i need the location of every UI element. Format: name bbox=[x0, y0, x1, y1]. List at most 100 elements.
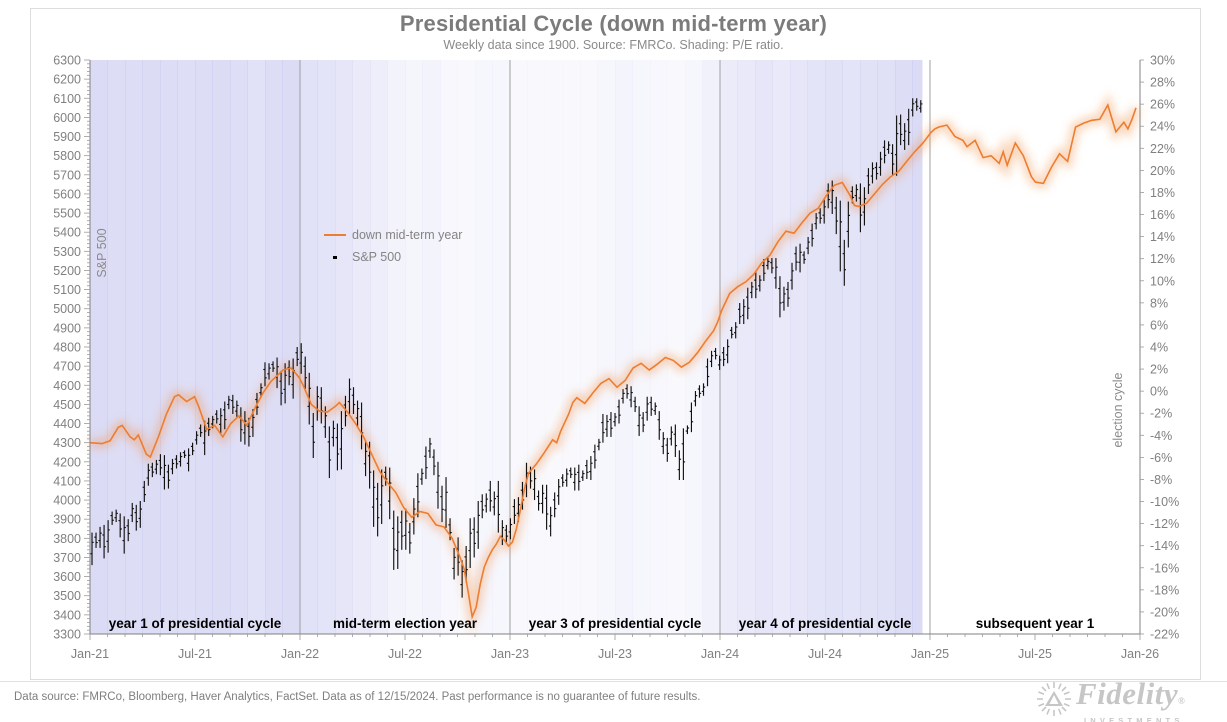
chart-subtitle: Weekly data since 1900. Source: FMRCo. S… bbox=[443, 38, 784, 52]
left-axis-title: S&P 500 bbox=[95, 228, 109, 277]
left-axis-tick-label: 5000 bbox=[53, 302, 81, 316]
left-axis-tick-label: 4600 bbox=[53, 379, 81, 393]
right-axis-tick-label: 4% bbox=[1150, 341, 1168, 355]
left-axis-tick-label: 6000 bbox=[53, 111, 81, 125]
right-axis-tick-label: -8% bbox=[1150, 473, 1172, 487]
right-axis-tick-label: -4% bbox=[1150, 429, 1172, 443]
left-axis-tick-label: 5500 bbox=[53, 207, 81, 221]
right-axis-tick-label: 24% bbox=[1150, 120, 1175, 134]
legend: down mid-term year S&P 500 bbox=[324, 224, 462, 268]
fidelity-investments-label: INVESTMENTS bbox=[1084, 716, 1184, 722]
right-axis-tick-label: 8% bbox=[1150, 296, 1168, 310]
phase-labels: year 1 of presidential cycle mid-term ele… bbox=[109, 616, 1095, 631]
right-axis-tick-label: -16% bbox=[1150, 561, 1179, 575]
left-axis-tick-label: 4500 bbox=[53, 398, 81, 412]
right-axis-tick-label: 20% bbox=[1150, 164, 1175, 178]
right-axis-tick-label: -22% bbox=[1150, 628, 1179, 642]
right-axis-tick-label: -10% bbox=[1150, 495, 1179, 509]
left-axis-tick-label: 3700 bbox=[53, 551, 81, 565]
left-axis-tick-label: 4400 bbox=[53, 417, 81, 431]
right-axis-tick-label: -18% bbox=[1150, 583, 1179, 597]
right-axis-tick-label: 14% bbox=[1150, 230, 1175, 244]
left-axis-tick-label: 4700 bbox=[53, 360, 81, 374]
right-axis-tick-label: -14% bbox=[1150, 539, 1179, 553]
left-axis-tick-label: 5800 bbox=[53, 149, 81, 163]
x-axis-ticks: Jan-21 Jul-21 Jan-22 Jul-22 Jan-23 Jul-23 Jan-… bbox=[71, 634, 1159, 661]
right-axis-tick-label: 0% bbox=[1150, 385, 1168, 399]
left-axis-tick-label: 5100 bbox=[53, 283, 81, 297]
left-axis-tick-label: 3400 bbox=[53, 608, 81, 622]
left-axis-tick-label: 5300 bbox=[53, 245, 81, 259]
fidelity-wordmark: Fidelity® bbox=[1076, 676, 1186, 711]
down-mid-term-year-line bbox=[89, 102, 1137, 620]
left-axis-tick-label: 3900 bbox=[53, 513, 81, 527]
left-axis-tick-label: 5600 bbox=[53, 187, 81, 201]
right-axis-tick-label: 28% bbox=[1150, 76, 1175, 90]
legend-line-swatch bbox=[324, 234, 346, 236]
phase-label: subsequent year 1 bbox=[976, 616, 1095, 631]
x-axis-tick-label: Jul-22 bbox=[388, 647, 422, 661]
legend-dot-swatch bbox=[333, 255, 337, 259]
phase-label: year 1 of presidential cycle bbox=[109, 616, 282, 631]
left-axis-tick-label: 4000 bbox=[53, 494, 81, 508]
x-axis-tick-label: Jan-22 bbox=[281, 647, 319, 661]
x-axis-tick-label: Jul-24 bbox=[808, 647, 842, 661]
right-axis-tick-label: 10% bbox=[1150, 274, 1175, 288]
right-axis-tick-label: 30% bbox=[1150, 54, 1175, 68]
axis-titles: S&P 500 election cycle bbox=[95, 228, 1125, 447]
phase-label: year 3 of presidential cycle bbox=[529, 616, 702, 631]
x-axis-tick-label: Jan-24 bbox=[701, 647, 739, 661]
left-axis-tick-label: 3500 bbox=[53, 589, 81, 603]
x-axis-tick-label: Jan-21 bbox=[71, 647, 109, 661]
x-axis-tick-label: Jan-23 bbox=[491, 647, 529, 661]
left-axis-tick-label: 5700 bbox=[53, 168, 81, 182]
phase-label: year 4 of presidential cycle bbox=[739, 616, 912, 631]
left-axis-tick-label: 4300 bbox=[53, 436, 81, 450]
left-axis-tick-label: 3300 bbox=[53, 628, 81, 642]
legend-item-down-mid-term-year: down mid-term year bbox=[324, 224, 462, 246]
left-axis-tick-label: 5200 bbox=[53, 264, 81, 278]
registered-mark: ® bbox=[1178, 696, 1186, 706]
right-axis-tick-label: 18% bbox=[1150, 186, 1175, 200]
legend-dot-label: S&P 500 bbox=[352, 250, 402, 264]
phase-label: mid-term election year bbox=[333, 616, 478, 631]
left-axis-tick-label: 4200 bbox=[53, 455, 81, 469]
right-axis-ticks: -22% -20% -18% -16% -14% -12% -10% -8% -6% -4% -2%… bbox=[1140, 54, 1179, 642]
left-axis-tick-label: 6200 bbox=[53, 73, 81, 87]
left-axis-tick-label: 5400 bbox=[53, 226, 81, 240]
footer-divider bbox=[0, 681, 1227, 682]
right-axis-tick-label: 2% bbox=[1150, 363, 1168, 377]
left-axis-ticks: 3300 3400 3500 3600 3700 3800 3900 4000 4100 4200… bbox=[53, 54, 90, 642]
chart-title: Presidential Cycle (down mid-term year) bbox=[399, 11, 828, 36]
right-axis-tick-label: 16% bbox=[1150, 208, 1175, 222]
legend-item-sp500: S&P 500 bbox=[324, 246, 462, 268]
left-axis-tick-label: 4100 bbox=[53, 474, 81, 488]
left-axis-tick-label: 6100 bbox=[53, 92, 81, 106]
right-axis-title: election cycle bbox=[1111, 372, 1125, 447]
x-axis-tick-label: Jan-25 bbox=[911, 647, 949, 661]
right-axis-tick-label: -2% bbox=[1150, 407, 1172, 421]
right-axis-tick-label: 26% bbox=[1150, 98, 1175, 112]
right-axis-tick-label: 12% bbox=[1150, 252, 1175, 266]
disclaimer-text: Data source: FMRCo, Bloomberg, Haver Ana… bbox=[14, 691, 701, 703]
legend-line-label: down mid-term year bbox=[352, 228, 463, 242]
fidelity-logo: Fidelity® INVESTMENTS bbox=[1036, 676, 1186, 722]
fidelity-sunburst-icon bbox=[1037, 682, 1071, 716]
left-axis-tick-label: 3600 bbox=[53, 570, 81, 584]
x-axis-tick-label: Jul-25 bbox=[1018, 647, 1052, 661]
left-axis-tick-label: 4800 bbox=[53, 341, 81, 355]
right-axis-tick-label: -20% bbox=[1150, 605, 1179, 619]
left-axis-tick-label: 5900 bbox=[53, 130, 81, 144]
pe-shading-bands bbox=[90, 60, 923, 634]
x-axis-tick-label: Jul-23 bbox=[598, 647, 632, 661]
right-axis-tick-label: -12% bbox=[1150, 517, 1179, 531]
right-axis-tick-label: -6% bbox=[1150, 451, 1172, 465]
right-axis-tick-label: 6% bbox=[1150, 318, 1168, 332]
left-axis-tick-label: 6300 bbox=[53, 54, 81, 68]
left-axis-tick-label: 4900 bbox=[53, 321, 81, 335]
x-axis-tick-label: Jul-21 bbox=[178, 647, 212, 661]
right-axis-tick-label: 22% bbox=[1150, 142, 1175, 156]
x-axis-tick-label: Jan-26 bbox=[1121, 647, 1159, 661]
